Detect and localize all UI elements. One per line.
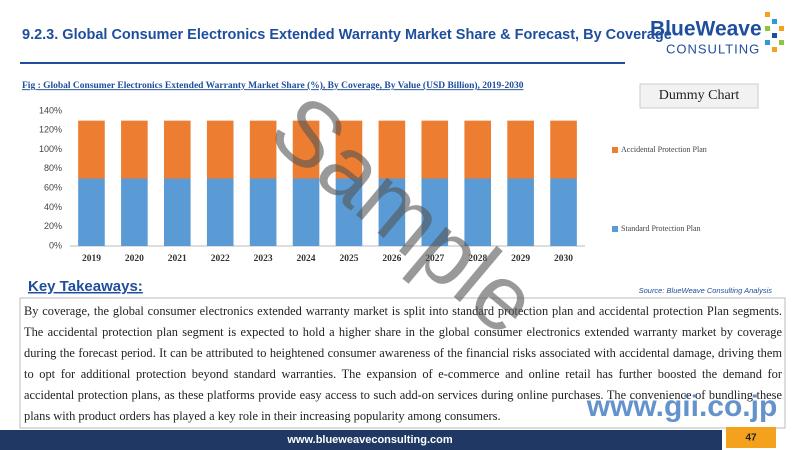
x-tick-label: 2028 [468, 254, 487, 264]
x-tick-label: 2019 [82, 254, 101, 264]
logo-dot [765, 26, 770, 31]
bar [121, 178, 148, 246]
bar [378, 178, 406, 246]
logo-dot [772, 19, 777, 24]
x-tick-label: 2025 [339, 254, 358, 264]
legend-swatch [612, 147, 618, 153]
logo-dot [779, 40, 784, 45]
page-number: 47 [745, 433, 757, 444]
dummy-label: Dummy Chart [659, 88, 740, 103]
bar [507, 178, 534, 246]
legend-swatch [612, 226, 618, 232]
logo-dot [779, 26, 784, 31]
x-tick-label: 2021 [168, 254, 187, 264]
y-tick-label: 60% [44, 183, 62, 193]
page-box [726, 427, 776, 448]
bar [550, 178, 577, 246]
bar [507, 120, 534, 179]
y-tick-label: 20% [44, 221, 62, 231]
bar [206, 120, 234, 179]
x-tick-label: 2023 [254, 254, 273, 264]
y-tick-label: 140% [39, 105, 62, 115]
text-box [19, 297, 786, 429]
bar [163, 178, 191, 246]
legend-label: Accidental Protection Plan [621, 145, 707, 154]
footer-url: www.blueweaveconsulting.com [286, 434, 452, 446]
bar [292, 120, 320, 179]
bar [121, 120, 148, 179]
logo-sub: CONSULTING [666, 41, 760, 56]
slide-title: 9.2.3. Global Consumer Electronics Exten… [22, 27, 672, 43]
y-tick-label: 80% [44, 163, 62, 173]
bar [292, 178, 320, 246]
bar [206, 178, 234, 246]
x-tick-label: 2030 [554, 254, 573, 264]
bar [78, 120, 105, 179]
takeaways-text: By coverage, the global consumer electro… [24, 304, 782, 423]
logo-dot [765, 12, 770, 17]
x-tick-label: 2022 [211, 254, 230, 264]
bar [335, 178, 363, 246]
x-tick-label: 2029 [511, 254, 530, 264]
bar [163, 120, 191, 179]
y-tick-label: 120% [39, 125, 62, 135]
bar [421, 178, 449, 246]
bar [378, 120, 406, 179]
y-tick-label: 0% [49, 240, 62, 250]
bar [78, 178, 105, 246]
y-tick-label: 100% [39, 144, 62, 154]
bar [249, 120, 277, 179]
bar [421, 120, 449, 179]
logo-dot [772, 33, 777, 38]
x-tick-label: 2026 [382, 254, 401, 264]
figure-caption: Fig : Global Consumer Electronics Extend… [22, 80, 524, 91]
bar [550, 120, 577, 179]
x-tick-label: 2020 [125, 254, 144, 264]
logo-dot [765, 40, 770, 45]
dummy-box [639, 83, 759, 109]
footer-bar [0, 430, 722, 450]
x-tick-label: 2024 [297, 254, 316, 264]
y-tick-label: 40% [44, 202, 62, 212]
legend-label: Standard Protection Plan [621, 224, 701, 233]
logo-dot [772, 47, 777, 52]
x-tick-label: 2027 [425, 254, 444, 264]
takeaways-heading: Key Takeaways: [28, 278, 143, 295]
bar [249, 178, 277, 246]
bar [335, 120, 363, 179]
bar [464, 178, 492, 246]
logo: BlueWeave CONSULTING [650, 12, 784, 56]
logo-name: BlueWeave [650, 18, 762, 41]
bar [464, 120, 492, 179]
source: Source: BlueWeave Consulting Analysis [639, 286, 773, 295]
